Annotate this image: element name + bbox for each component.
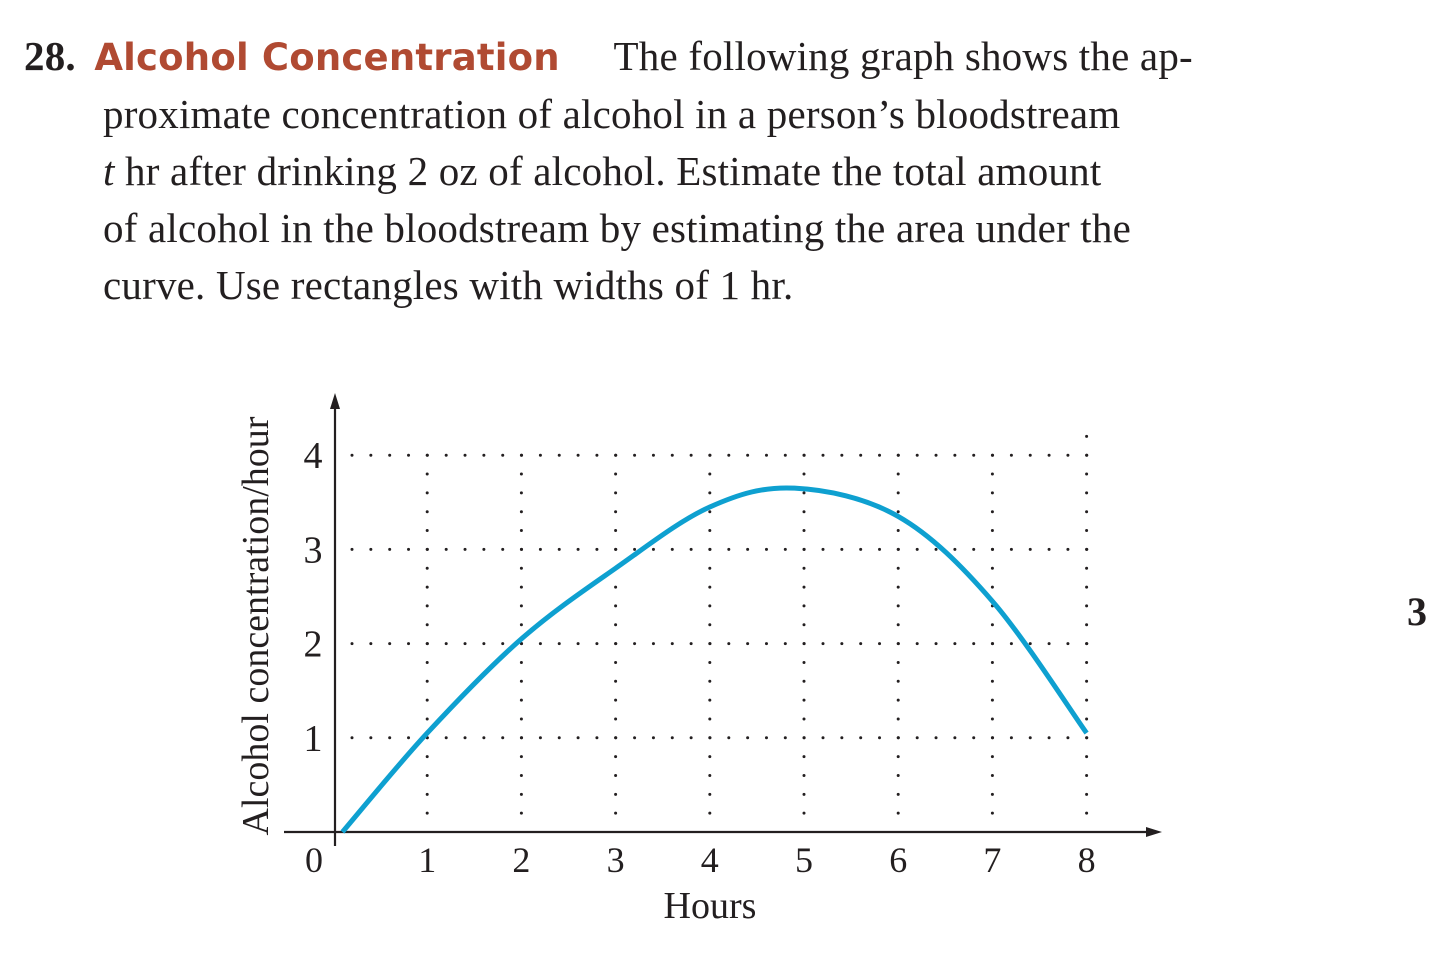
x-tick-8: 8 [1078, 840, 1096, 880]
x-tick-7: 7 [983, 840, 1001, 880]
dotted-grid [350, 434, 1089, 815]
x-tick-labels: 0 1 2 3 4 5 6 7 8 [305, 840, 1096, 880]
problem-text-line-3: t hr after drinking 2 oz of alcohol. Est… [103, 148, 1102, 194]
y-tick-3: 3 [304, 529, 323, 571]
y-tick-4: 4 [304, 435, 323, 477]
problem-title: Alcohol Concentration [94, 36, 560, 79]
problem-text-line-2: proximate concentration of alcohol in a … [103, 91, 1121, 137]
problem-28: 28. Alcohol Concentration The following … [24, 28, 1284, 314]
x-tick-3: 3 [607, 840, 625, 880]
x-tick-4: 4 [701, 840, 719, 880]
y-tick-1: 1 [304, 718, 323, 760]
problem-text-line-5: curve. Use rectangles with widths of 1 h… [103, 262, 794, 308]
x-tick-5: 5 [795, 840, 813, 880]
x-tick-0: 0 [305, 840, 323, 880]
axes [284, 393, 1162, 846]
problem-text-line-1: The following graph shows the ap- [613, 33, 1193, 79]
y-axis-arrow-icon [330, 393, 340, 409]
problem-number: 28. [24, 33, 76, 79]
x-axis-arrow-icon [1146, 827, 1162, 837]
problem-text-line-4: of alcohol in the bloodstream by estimat… [103, 205, 1131, 251]
x-tick-1: 1 [418, 840, 436, 880]
y-tick-2: 2 [304, 624, 323, 666]
side-page-marker: 3 [1407, 589, 1427, 634]
x-axis-label: Hours [664, 885, 757, 927]
variable-t: t [103, 148, 115, 194]
concentration-curve [340, 485, 1089, 834]
y-axis-label: Alcohol concentration/hour [235, 416, 277, 835]
problem-first-line: 28. Alcohol Concentration The following … [24, 28, 1284, 86]
x-tick-6: 6 [889, 840, 907, 880]
x-tick-2: 2 [512, 840, 530, 880]
y-tick-labels: 1 2 3 4 [304, 435, 323, 760]
